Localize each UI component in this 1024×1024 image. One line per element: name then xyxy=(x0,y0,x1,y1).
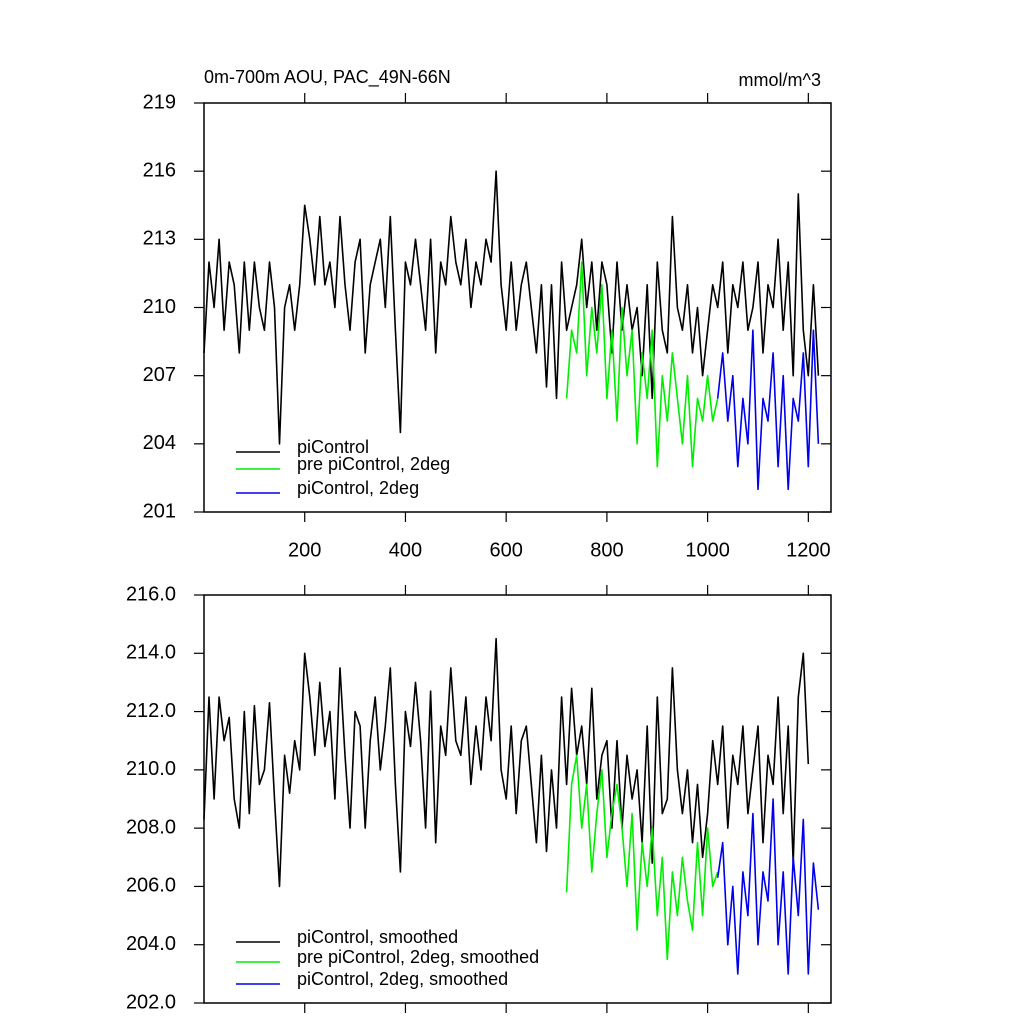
units-label: mmol/m^3 xyxy=(739,70,821,90)
y-tick-label: 201 xyxy=(143,500,176,522)
y-tick-label: 210 xyxy=(143,296,176,318)
legend-label: piControl, smoothed xyxy=(297,927,458,947)
series-line xyxy=(203,637,810,888)
y-tick-label: 204 xyxy=(143,432,176,454)
y-tick-label: 216 xyxy=(143,159,176,181)
y-tick-label: 204.0 xyxy=(126,933,176,955)
legend-label: piControl xyxy=(297,437,369,457)
y-tick-label: 208.0 xyxy=(126,816,176,838)
legend-label: pre piControl, 2deg xyxy=(297,454,450,474)
legend-label: piControl, 2deg, smoothed xyxy=(297,969,508,989)
y-tick-label: 202.0 xyxy=(126,991,176,1013)
y-tick-label: 213 xyxy=(143,228,176,250)
legend-label: pre piControl, 2deg, smoothed xyxy=(297,947,539,967)
series-line xyxy=(716,798,820,975)
y-tick-label: 212.0 xyxy=(126,700,176,722)
y-tick-label: 207 xyxy=(143,364,176,386)
series-line xyxy=(716,329,820,491)
chart-title: 0m-700m AOU, PAC_49N-66N xyxy=(204,67,451,88)
series-line xyxy=(203,170,820,445)
x-tick-label: 400 xyxy=(389,539,422,561)
y-tick-label: 216.0 xyxy=(126,583,176,605)
y-tick-label: 206.0 xyxy=(126,875,176,897)
y-tick-label: 219 xyxy=(143,91,176,113)
x-tick-label: 800 xyxy=(590,539,623,561)
plot-frame xyxy=(203,594,832,1004)
x-tick-label: 600 xyxy=(489,539,522,561)
x-tick-label: 200 xyxy=(288,539,321,561)
legend-label: piControl, 2deg xyxy=(297,478,419,498)
x-tick-label: 1000 xyxy=(685,539,730,561)
x-tick-label: 1200 xyxy=(786,539,831,561)
series-line xyxy=(565,754,719,961)
y-tick-label: 210.0 xyxy=(126,758,176,780)
y-tick-label: 214.0 xyxy=(126,642,176,664)
series-line xyxy=(565,261,719,468)
